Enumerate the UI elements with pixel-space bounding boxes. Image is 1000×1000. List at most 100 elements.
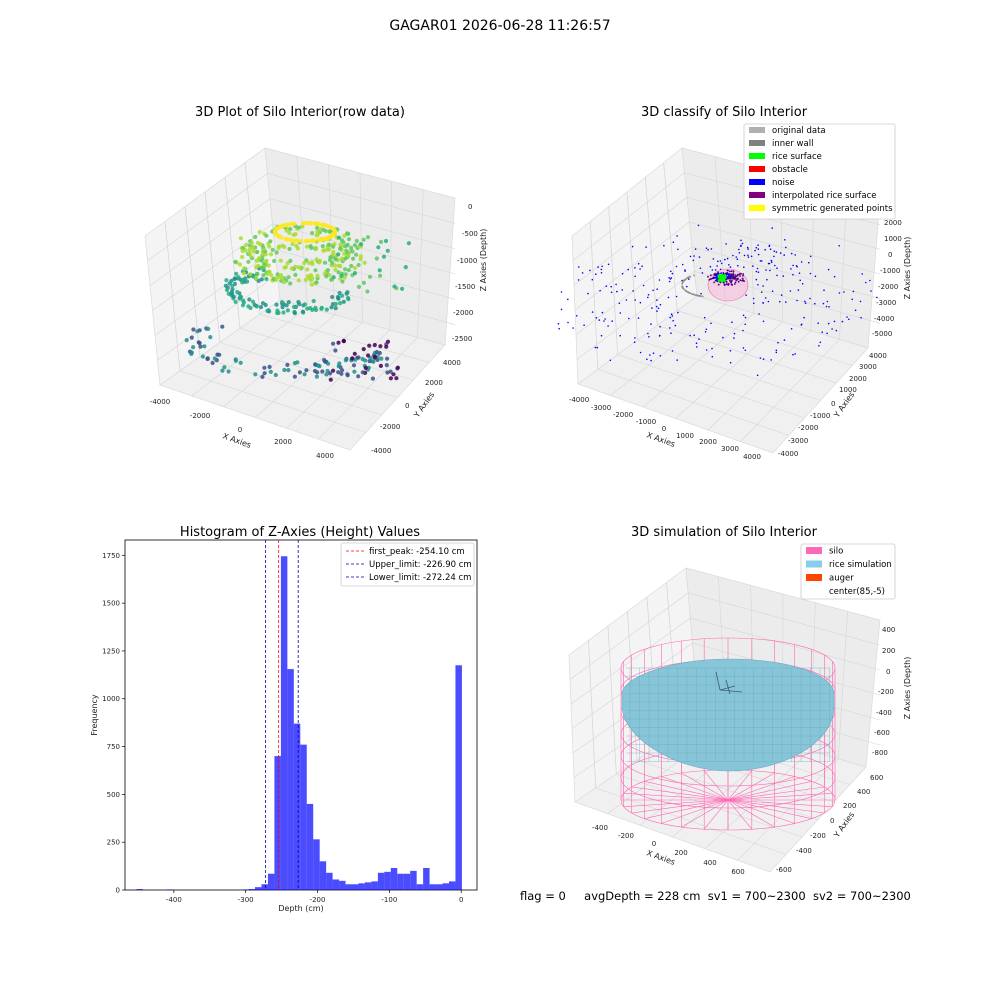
scatter-point (311, 298, 316, 304)
noise-point (818, 345, 820, 347)
scatter-point (220, 368, 225, 373)
scatter-point (291, 232, 296, 237)
p2-ytick: 0 (831, 400, 835, 408)
noise-point (684, 269, 686, 271)
y-tick-label: 0 (116, 887, 120, 895)
noise-point (809, 272, 812, 275)
scatter-point (376, 245, 381, 250)
original-point (681, 286, 684, 289)
scatter-point (385, 370, 390, 375)
noise-point (757, 253, 760, 256)
scatter-point (388, 376, 393, 381)
scatter-point (290, 242, 295, 247)
y-tick-label: 1250 (102, 647, 120, 655)
hist-bar (319, 861, 327, 890)
noise-point (773, 255, 775, 258)
scatter-point (212, 356, 217, 361)
legend-swatch (749, 127, 765, 133)
scatter-point (281, 280, 286, 285)
noise-point (792, 264, 794, 267)
p1-xtick: -4000 (150, 398, 170, 406)
scatter-point (250, 299, 256, 304)
noise-point (742, 329, 744, 332)
scatter-point (365, 289, 370, 294)
hist-bar (345, 884, 353, 890)
interpolated-point (709, 274, 712, 276)
noise-point (698, 338, 700, 340)
noise-point (729, 276, 732, 279)
scatter-point (361, 347, 366, 352)
scatter-point (336, 235, 342, 240)
scatter-point (240, 248, 245, 254)
legend-label: silo (829, 547, 843, 557)
noise-point (715, 279, 718, 282)
hist-bars (136, 556, 462, 890)
gridline (318, 337, 418, 440)
hist-bar (313, 839, 320, 890)
hist-bar (165, 889, 173, 890)
noise-point (594, 346, 597, 349)
legend-label: Upper_limit: -226.90 cm (369, 560, 472, 570)
noise-point (833, 320, 836, 323)
p1-xtick: 0 (238, 426, 242, 434)
noise-point (714, 269, 717, 271)
scatter-point (264, 259, 269, 264)
noise-point (639, 301, 642, 304)
x-tick-label: -300 (238, 896, 254, 904)
scatter-point (280, 243, 285, 248)
panel2-title: 3D classify of Silo Interior (641, 105, 808, 120)
scatter-point (338, 246, 343, 251)
scatter-point (291, 304, 297, 309)
original-point (697, 294, 700, 297)
noise-point (754, 249, 756, 252)
scatter-point (403, 265, 408, 270)
legend-label: inner wall (772, 139, 813, 149)
noise-point (659, 326, 661, 328)
noise-point (769, 248, 772, 250)
p2-xtick: -3000 (591, 404, 611, 412)
scatter-point (265, 308, 270, 314)
noise-point (740, 239, 742, 242)
p4-ylabel: Y Axies (832, 810, 857, 840)
noise-point (774, 264, 776, 267)
scatter-point (320, 244, 325, 249)
scatter-point (248, 253, 253, 258)
scatter-point (240, 303, 246, 308)
noise-point (707, 248, 709, 251)
scatter-point (346, 253, 351, 258)
noise-point (647, 296, 649, 299)
noise-point (860, 317, 862, 319)
rice-surface-point (719, 276, 723, 279)
scatter-point (331, 244, 336, 249)
scatter-point (286, 368, 291, 373)
panel4-y-ticks: -600 -400 -200 0 200 400 600 (776, 774, 883, 874)
scatter-point (304, 244, 310, 249)
silo-floor-spoke (623, 793, 833, 807)
noise-point (725, 243, 727, 245)
p2-xtick: 1000 (676, 432, 694, 440)
scatter-point (352, 351, 357, 356)
interpolated-point (734, 277, 736, 280)
scatter-point (234, 271, 239, 276)
noise-point (759, 260, 762, 262)
scatter-point (189, 335, 194, 340)
interpolated-point (707, 275, 709, 278)
scatter-point (305, 274, 311, 279)
rice-surface-mesh (626, 667, 830, 762)
noise-point (604, 318, 606, 320)
scatter-point (333, 267, 338, 273)
noise-point (647, 294, 650, 296)
scatter-point (263, 302, 268, 308)
auger-line (719, 689, 743, 693)
p4-ztick: -400 (876, 709, 892, 717)
hist-bar (339, 880, 346, 890)
noise-point (838, 292, 841, 294)
noise-point (713, 276, 716, 279)
scatter-point (261, 252, 266, 257)
hist-bar (410, 870, 417, 890)
noise-point (688, 278, 690, 280)
panel4-z-ticks: 400 200 0 -200 -400 -600 -800 (872, 626, 895, 757)
interpolated-point (735, 279, 738, 282)
scatter-point (336, 340, 341, 345)
scatter-point (274, 302, 279, 307)
